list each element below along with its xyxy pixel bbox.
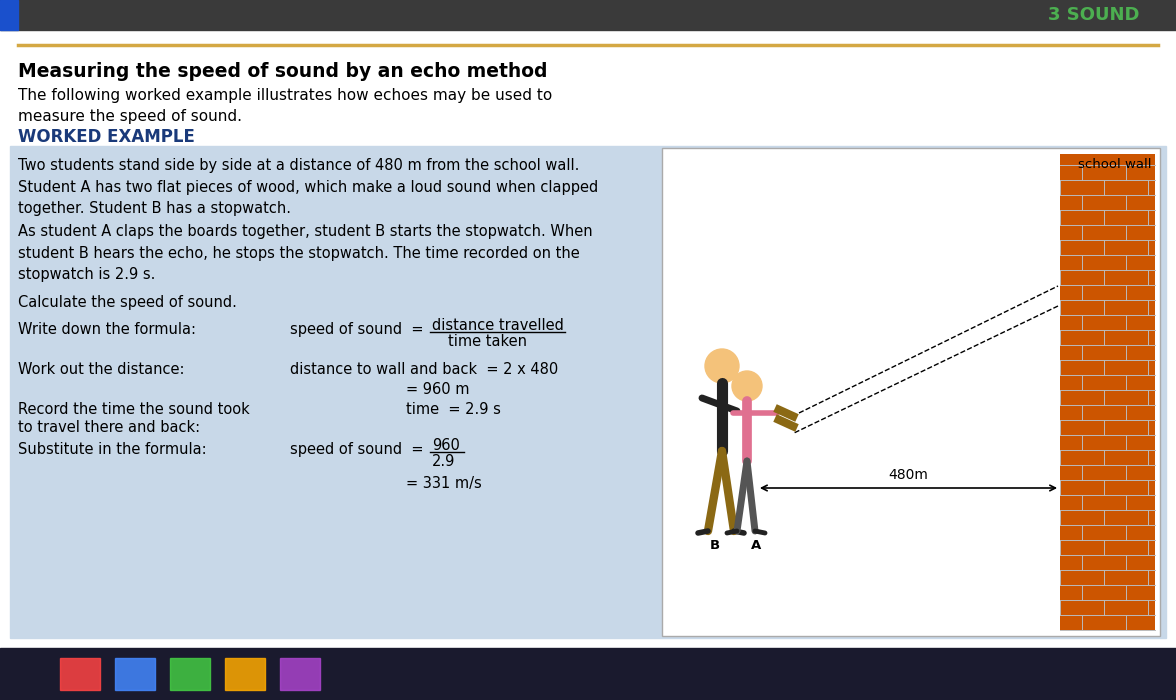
Bar [171,658,211,690]
Text: WORKED EXAMPLE: WORKED EXAMPLE [18,128,195,146]
Text: school wall: school wall [1077,158,1151,171]
Bar [60,658,100,690]
Text: Substitute in the formula:: Substitute in the formula: [18,442,207,457]
Text: Work out the distance:: Work out the distance: [18,362,185,377]
Bar [1060,154,1155,630]
Text: A: A [751,539,761,552]
Bar [225,658,265,690]
Bar [0,0,1176,30]
Text: Write down the formula:: Write down the formula: [18,322,196,337]
Text: Calculate the speed of sound.: Calculate the speed of sound. [18,295,236,310]
Bar [115,658,155,690]
Bar [0,648,1176,700]
Text: distance travelled: distance travelled [432,318,563,333]
Text: 2.9: 2.9 [432,454,455,469]
Text: 480m: 480m [889,468,928,482]
Bar [11,146,1165,638]
Circle shape [704,349,739,383]
Text: Measuring the speed of sound by an echo method: Measuring the speed of sound by an echo … [18,62,548,81]
Bar [0,0,18,30]
Text: distance to wall and back  = 2 x 480: distance to wall and back = 2 x 480 [290,362,559,377]
Circle shape [731,371,762,401]
Text: time  = 2.9 s: time = 2.9 s [406,402,501,417]
Text: = 960 m: = 960 m [406,382,469,397]
Bar [280,658,320,690]
Text: 960: 960 [432,438,460,453]
Text: = 331 m/s: = 331 m/s [406,476,482,491]
Text: The following worked example illustrates how echoes may be used to
measure the s: The following worked example illustrates… [18,88,553,124]
Text: speed of sound  =: speed of sound = [290,442,423,457]
Text: speed of sound  =: speed of sound = [290,322,423,337]
Text: 3 SOUND: 3 SOUND [1049,6,1140,24]
Text: Two students stand side by side at a distance of 480 m from the school wall.
Stu: Two students stand side by side at a dis… [18,158,599,216]
Text: time taken: time taken [448,334,527,349]
Text: As student A claps the boards together, student B starts the stopwatch. When
stu: As student A claps the boards together, … [18,224,593,282]
Bar [662,148,1160,636]
Text: to travel there and back:: to travel there and back: [18,420,200,435]
Text: B: B [710,539,720,552]
Text: Record the time the sound took: Record the time the sound took [18,402,249,417]
